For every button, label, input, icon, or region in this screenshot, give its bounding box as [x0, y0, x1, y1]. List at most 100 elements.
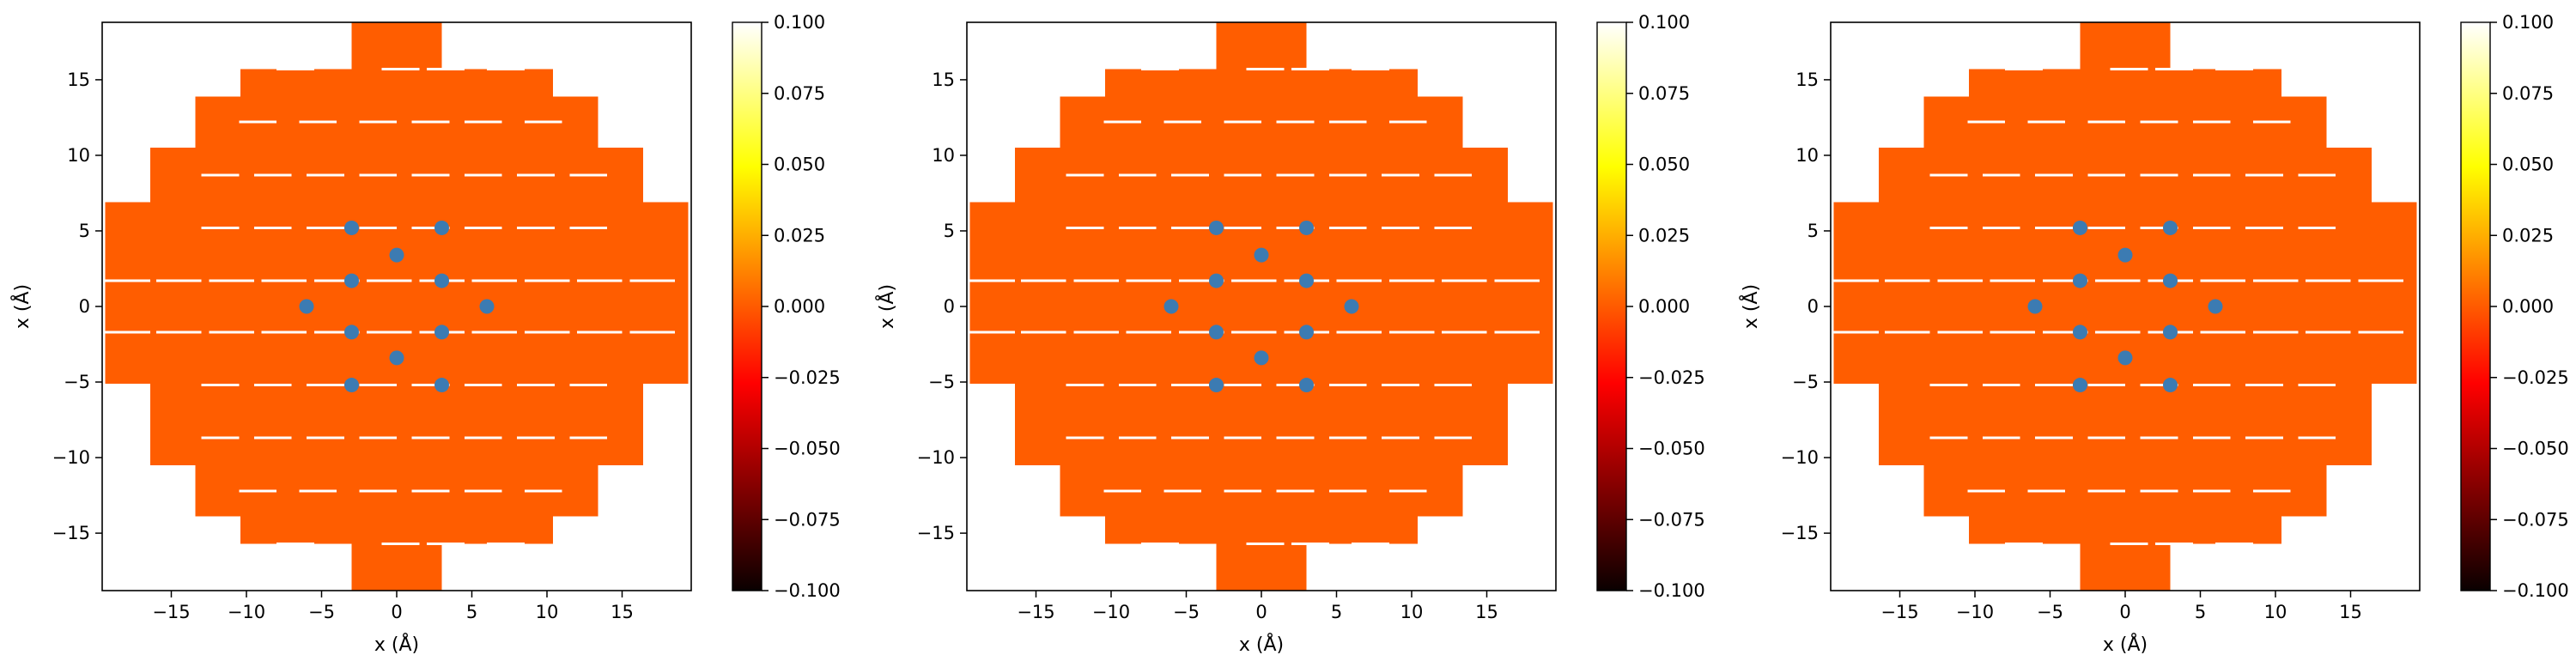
field-grid-gap — [2306, 330, 2351, 334]
x-tick-label: −15 — [1017, 602, 1054, 622]
field-cell-block — [2080, 543, 2171, 591]
x-tick: 5 — [2195, 591, 2206, 622]
field-grid-gap — [2035, 436, 2073, 440]
atom-point — [1254, 247, 1269, 263]
field-grid-gap — [2298, 173, 2336, 177]
y-tick-label: 5 — [79, 221, 90, 241]
field-grid-gap — [1328, 436, 1367, 440]
field-grid-gap — [359, 120, 397, 124]
colorbar-tick: −0.075 — [762, 509, 841, 530]
field-grid-gap — [313, 279, 360, 282]
field-grid-gap — [1990, 279, 2035, 282]
field-grid-gap — [1982, 226, 2020, 229]
field-grid-gap — [239, 489, 276, 493]
colorbar-tick-label: 0.050 — [774, 155, 825, 175]
colorbar-tick: 0.050 — [2490, 155, 2554, 175]
field-grid-gap — [1434, 436, 1472, 440]
field-grid-gap — [517, 384, 555, 387]
x-tick-label: 15 — [1475, 602, 1498, 622]
colorbar-tick-label: −0.025 — [1638, 367, 1705, 388]
field-grid-gap — [411, 226, 450, 229]
field-grid-gap — [1982, 384, 2020, 387]
field-grid-gap — [359, 173, 397, 177]
field-grid-gap — [359, 489, 397, 493]
colorbar-tick-label: −0.100 — [1638, 580, 1705, 601]
x-tick-label: 10 — [536, 602, 559, 622]
panel-3-y-ticks: −15 −10 −5 0 5 10 15 — [1781, 70, 1831, 543]
field-cell-block — [1015, 383, 1508, 465]
field-grid-gap — [359, 384, 397, 387]
y-tick: −15 — [52, 523, 102, 543]
field-grid-gap — [464, 226, 502, 229]
panel-3-colorbar: 0.100 0.075 0.050 0.025 0.000 −0.025 −0.… — [2460, 12, 2569, 601]
field-grid-gap — [1126, 330, 1171, 334]
field-grid-gap — [2358, 330, 2403, 334]
panel-3: −15 −10 −5 0 5 10 15 −15 −10 −5 0 5 10 1… — [1739, 12, 2569, 656]
colorbar-tick: 0.000 — [762, 296, 825, 317]
field-cell-block — [351, 22, 442, 70]
field-cell-block — [2080, 22, 2171, 70]
field-grid-gap — [2192, 489, 2231, 493]
field-grid-gap — [1171, 173, 1209, 177]
atom-point — [1209, 378, 1224, 393]
field-grid-gap — [201, 384, 240, 387]
field-grid-gap — [1937, 330, 1983, 334]
field-grid-gap — [1388, 279, 1435, 282]
field-grid-gap — [1885, 279, 1930, 282]
field-grid-gap — [1118, 226, 1157, 229]
colorbar-tick: −0.050 — [1626, 439, 1705, 459]
y-tick-label: −15 — [52, 523, 90, 543]
atom-point — [1299, 324, 1314, 340]
colorbar-tick-label: −0.075 — [2502, 509, 2569, 530]
field-grid-gap — [2192, 173, 2231, 177]
field-grid-gap — [253, 436, 292, 440]
field-grid-gap — [1118, 173, 1157, 177]
field-grid-gap — [2252, 120, 2291, 124]
field-grid-gap — [261, 330, 307, 334]
field-grid-gap — [2140, 489, 2178, 493]
field-grid-gap — [239, 120, 276, 124]
field-grid-gap — [1967, 489, 2005, 493]
field-grid-gap — [105, 330, 150, 334]
atom-point — [1299, 378, 1314, 393]
field-grid-gap — [629, 279, 675, 282]
x-tick: −10 — [1956, 591, 1994, 622]
panel-2-atom-positions — [1163, 220, 1359, 393]
field-grid-gap — [1833, 330, 1879, 334]
field-grid-gap — [2245, 384, 2283, 387]
field-grid-gap — [381, 68, 420, 71]
field-grid-gap — [1276, 226, 1315, 229]
field-grid-gap — [2027, 489, 2065, 493]
field-grid-gap — [313, 330, 360, 334]
y-tick-label: −10 — [52, 447, 90, 468]
colorbar-tick-label: 0.075 — [2502, 83, 2554, 104]
y-tick: 0 — [944, 296, 967, 317]
field-grid-gap — [2095, 279, 2141, 282]
field-grid-gap — [367, 330, 412, 334]
field-grid-gap — [209, 330, 254, 334]
x-tick: 5 — [1331, 591, 1342, 622]
y-tick: −10 — [52, 447, 102, 468]
x-tick-label: −5 — [1173, 602, 1200, 622]
field-grid-gap — [2358, 279, 2403, 282]
field-cell-block — [1216, 22, 1307, 70]
y-tick: 5 — [1807, 221, 1831, 241]
field-grid-gap — [1171, 226, 1209, 229]
field-grid-gap — [156, 279, 202, 282]
y-tick: −5 — [64, 372, 102, 392]
field-grid-gap — [2155, 68, 2193, 71]
field-grid-gap — [307, 173, 344, 177]
field-grid-gap — [2192, 120, 2231, 124]
field-grid-gap — [1328, 489, 1367, 493]
colorbar-tick-label: 0.075 — [774, 83, 825, 104]
field-grid-gap — [2215, 68, 2253, 71]
field-grid-gap — [2140, 384, 2178, 387]
field-grid-gap — [517, 173, 555, 177]
field-grid-gap — [2252, 330, 2299, 334]
panel-1-x-ticks: −15 −10 −5 0 5 10 15 — [152, 591, 634, 622]
field-grid-gap — [411, 173, 450, 177]
panel-2-colorbar: 0.100 0.075 0.050 0.025 0.000 −0.025 −0.… — [1596, 12, 1705, 601]
field-grid-gap — [1434, 384, 1472, 387]
field-grid-gap — [1291, 542, 1329, 545]
y-tick-label: 0 — [1807, 296, 1819, 317]
